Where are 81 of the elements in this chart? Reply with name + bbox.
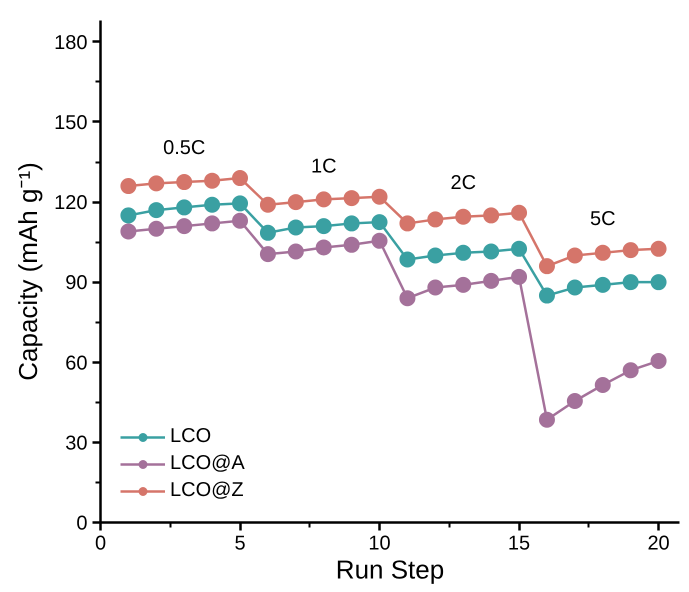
point	[176, 174, 192, 190]
point	[483, 243, 500, 260]
x-tick-label: 5	[234, 532, 246, 554]
point	[204, 215, 220, 232]
y-tick-label: 150	[54, 112, 88, 134]
point	[148, 175, 164, 192]
point	[232, 170, 248, 186]
point	[455, 208, 472, 225]
annotation: 0.5C	[163, 137, 206, 160]
point	[372, 232, 388, 249]
point	[650, 240, 667, 257]
point	[288, 243, 304, 260]
y-axis-title: Capacity (mAh g⁻¹)	[13, 162, 44, 381]
legend-label: LCO@Z	[170, 479, 244, 502]
point	[288, 194, 304, 210]
x-tick-label: 10	[368, 532, 391, 554]
point	[232, 195, 248, 212]
y-tick-label: 30	[65, 432, 88, 454]
point	[232, 212, 248, 229]
legend-label: LCO@A	[170, 452, 245, 475]
point	[344, 215, 360, 232]
point	[176, 218, 192, 234]
point	[260, 196, 276, 213]
annotation: 5C	[590, 208, 616, 230]
point	[260, 224, 276, 241]
point	[427, 211, 444, 228]
point	[622, 362, 639, 378]
point	[316, 239, 332, 256]
x-tick-label: 20	[647, 532, 670, 554]
point	[538, 412, 555, 428]
point	[288, 219, 304, 236]
legend-label: LCO	[170, 425, 212, 448]
y-tick-label: 90	[65, 272, 88, 294]
y-tick-label: 120	[54, 192, 88, 214]
point	[427, 247, 444, 264]
y-tick-label: 180	[54, 32, 88, 54]
point	[399, 252, 416, 268]
x-axis-title: Run Step	[336, 554, 444, 584]
point	[455, 244, 472, 261]
point	[511, 268, 528, 285]
point	[538, 288, 555, 304]
point	[622, 274, 639, 290]
x-tick-label: 15	[508, 532, 530, 554]
annotation: 1C	[310, 156, 337, 178]
point	[372, 214, 388, 230]
point	[120, 223, 136, 240]
point	[566, 393, 583, 409]
point	[372, 188, 388, 205]
point	[566, 280, 583, 296]
annotation: 2C	[450, 172, 476, 194]
point	[511, 240, 528, 257]
point	[455, 276, 472, 293]
point	[538, 258, 555, 274]
point	[622, 242, 639, 258]
point	[399, 290, 416, 306]
point	[594, 276, 611, 293]
point	[204, 196, 220, 213]
point	[344, 236, 360, 253]
point	[204, 172, 220, 189]
y-tick-label: 0	[76, 512, 88, 534]
point	[483, 207, 500, 224]
point	[260, 246, 276, 262]
point	[427, 280, 444, 296]
point	[650, 352, 667, 369]
point	[594, 244, 611, 261]
point	[316, 218, 332, 234]
point	[148, 220, 164, 237]
x-tick-label: 0	[94, 532, 106, 554]
point	[566, 247, 583, 264]
point	[344, 190, 360, 206]
point	[148, 202, 164, 218]
point	[483, 272, 500, 289]
y-tick-label: 60	[65, 352, 88, 374]
point	[594, 377, 611, 393]
point	[120, 207, 136, 224]
point	[316, 191, 332, 208]
point	[511, 204, 528, 221]
point	[120, 178, 136, 194]
point	[650, 274, 667, 290]
point	[176, 199, 192, 216]
point	[399, 215, 416, 232]
